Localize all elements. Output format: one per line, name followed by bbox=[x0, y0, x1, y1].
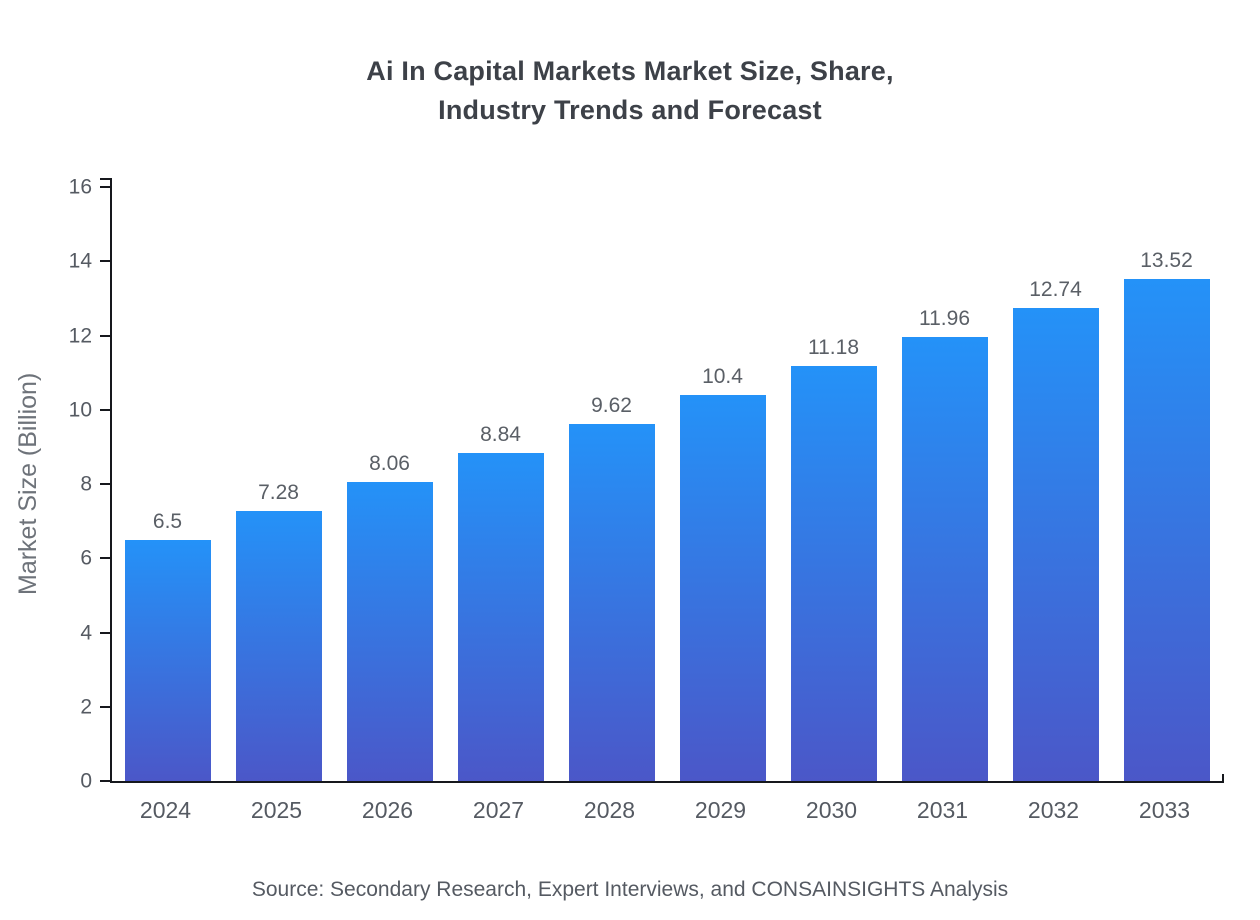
x-axis-tick-label: 2029 bbox=[694, 797, 747, 823]
y-axis-tick bbox=[100, 408, 110, 411]
x-axis-tick-label: 2027 bbox=[472, 797, 525, 823]
x-axis-tick-label: 2024 bbox=[139, 797, 192, 823]
y-axis-tick bbox=[100, 483, 110, 485]
bar-value-label: 13.52 bbox=[1140, 249, 1193, 273]
bar-value-label: 8.84 bbox=[480, 422, 521, 446]
y-axis-tick bbox=[100, 186, 110, 188]
bar-slot: 12.74 bbox=[1000, 187, 1111, 781]
bar bbox=[790, 365, 877, 781]
y-axis-tick bbox=[100, 705, 110, 708]
x-axis-tick-label: 2026 bbox=[361, 797, 414, 823]
y-axis-tick bbox=[100, 631, 110, 634]
y-axis-tick bbox=[100, 557, 110, 560]
x-axis-tick-label: 2025 bbox=[250, 797, 303, 823]
y-axis-tick-label: 8 bbox=[80, 472, 92, 496]
y-axis-end-tick bbox=[100, 178, 110, 180]
bar-value-label: 11.96 bbox=[919, 307, 970, 330]
y-axis-end-cap bbox=[110, 178, 112, 187]
x-axis-labels: 2024 2025 2026 2027 2028 2029 2030 2031 2032 2033 bbox=[110, 791, 1220, 824]
bar bbox=[568, 423, 655, 781]
source-attribution: Source: Secondary Research, Expert Inter… bbox=[251, 878, 1009, 901]
y-axis-tick-label: 12 bbox=[68, 324, 92, 347]
bar-value-label: 7.28 bbox=[258, 480, 299, 504]
bar-slot: 9.62 bbox=[556, 187, 667, 781]
bar-slot: 11.96 bbox=[889, 187, 1000, 781]
y-axis-tick bbox=[100, 334, 110, 337]
y-axis-tick-label: 4 bbox=[80, 621, 92, 644]
bar-slot: 11.18 bbox=[778, 187, 889, 781]
bar-slot: 8.06 bbox=[334, 187, 445, 781]
bar-slot: 7.28 bbox=[223, 187, 334, 781]
bar-slot: 13.52 bbox=[1111, 187, 1222, 781]
bar bbox=[235, 510, 322, 781]
x-axis-tick-label: 2033 bbox=[1138, 797, 1191, 823]
bar bbox=[124, 539, 211, 781]
bar bbox=[1012, 308, 1099, 781]
y-axis-tick-label: 10 bbox=[68, 398, 92, 422]
bar-slot: 10.4 bbox=[667, 187, 778, 781]
bar-value-label: 12.74 bbox=[1029, 278, 1082, 302]
plot-area: 0 2 4 6 8 10 12 14 16 6.5 7.28 8.06 8.84 9.62 10.4 11.… bbox=[69, 177, 1224, 792]
bar bbox=[679, 394, 766, 781]
bar-value-label: 8.06 bbox=[369, 451, 410, 475]
x-axis-tick-label: 2030 bbox=[805, 797, 858, 823]
y-axis-tick bbox=[100, 780, 110, 782]
y-axis-tick-label: 6 bbox=[80, 546, 92, 570]
y-axis-tick-label: 16 bbox=[68, 175, 92, 199]
bar bbox=[1123, 279, 1210, 781]
y-axis-tick-label: 2 bbox=[80, 695, 92, 719]
x-axis-tick-label: 2031 bbox=[916, 797, 969, 823]
y-axis-tick bbox=[100, 260, 110, 263]
bar-slot: 6.5 bbox=[112, 187, 223, 781]
bar-value-label: 6.5 bbox=[152, 509, 183, 533]
bar-value-label: 9.62 bbox=[591, 393, 632, 417]
chart-title: Ai In Capital Markets Market Size, Share… bbox=[366, 56, 894, 126]
y-axis-tick-label: 0 bbox=[80, 769, 92, 793]
bar-value-label: 10.4 bbox=[702, 364, 743, 388]
bar-value-label: 11.18 bbox=[808, 335, 859, 359]
x-axis-tick-label: 2028 bbox=[583, 797, 636, 823]
bar-series: 6.5 7.28 8.06 8.84 9.62 10.4 11.18 11.96 12.74 13… bbox=[112, 187, 1222, 781]
y-axis-label: Market Size (Billion) bbox=[14, 372, 42, 596]
x-axis-end-tick bbox=[1222, 774, 1224, 783]
bar bbox=[901, 337, 988, 781]
bar-slot: 8.84 bbox=[445, 187, 556, 781]
bar bbox=[346, 481, 433, 781]
bar bbox=[457, 452, 544, 781]
y-axis-tick-label: 14 bbox=[68, 249, 92, 273]
x-axis-tick-label: 2032 bbox=[1027, 797, 1080, 823]
